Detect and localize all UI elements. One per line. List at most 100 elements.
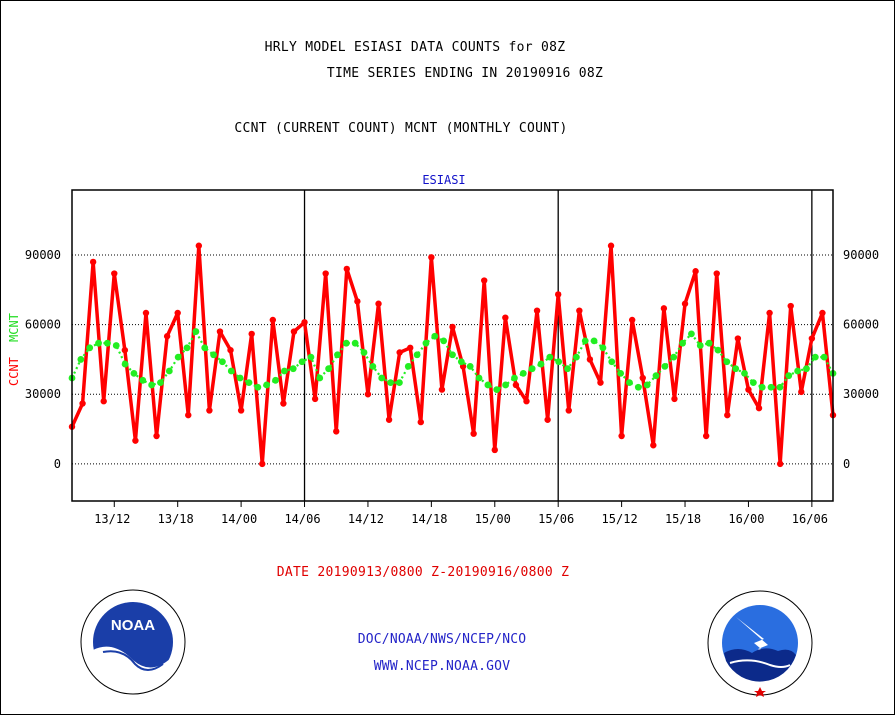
noaa-logo: NOAA (80, 589, 186, 695)
mcnt-point (466, 362, 474, 370)
mcnt-point (670, 353, 678, 361)
mcnt-point (608, 358, 616, 366)
ccnt-point (428, 254, 435, 261)
ccnt-point (237, 407, 245, 414)
mcnt-point (555, 358, 563, 366)
ccnt-point (100, 398, 107, 405)
ccnt-point (111, 270, 118, 277)
ccnt-point (142, 309, 150, 317)
mcnt-point (440, 337, 448, 345)
ccnt-point (449, 323, 456, 331)
mcnt-point (219, 358, 226, 366)
ccnt-point (174, 309, 181, 317)
ccnt-point (206, 407, 213, 414)
ccnt-point (650, 442, 657, 449)
ccnt-point (512, 381, 520, 389)
mcnt-point (378, 374, 386, 382)
mcnt-point (652, 372, 660, 380)
date-range-label: DATE 20190913/0800 Z-20190916/0800 Z (276, 565, 570, 580)
mcnt-point (289, 365, 297, 373)
mcnt-point (493, 386, 501, 393)
mcnt-point (457, 358, 465, 366)
xtick-label: 13/18 (158, 512, 194, 526)
ccnt-point (185, 411, 192, 419)
mcnt-point (157, 379, 164, 387)
mcnt-point (396, 379, 403, 387)
xtick-label: 15/18 (665, 512, 701, 526)
footer-org-line: DOC/NOAA/NWS/NCEP/NCO (357, 632, 527, 647)
xtick-label: 14/06 (284, 512, 320, 526)
ccnt-point (544, 416, 551, 423)
ccnt-point (354, 298, 361, 305)
mcnt-point (705, 339, 713, 347)
mcnt-point (342, 339, 350, 347)
chart-title-line1: HRLY MODEL ESIASI DATA COUNTS for 08Z (264, 40, 566, 55)
xtick-label: 16/06 (792, 512, 828, 526)
chart-title-line2: TIME SERIES ENDING IN 20190916 08Z (326, 66, 604, 81)
mcnt-point (537, 360, 545, 368)
mcnt-point (564, 365, 571, 373)
ccnt-point (554, 291, 562, 298)
ccnt-point (311, 395, 319, 403)
ccnt-point (776, 460, 784, 468)
mcnt-point (121, 360, 129, 368)
mcnt-point (112, 342, 120, 349)
ytick-label-left: 60000 (25, 318, 61, 332)
ccnt-point (618, 432, 625, 440)
mcnt-point (298, 358, 306, 366)
ccnt-point (491, 446, 498, 454)
nws-logo (707, 590, 813, 697)
mcnt-point (511, 374, 518, 382)
plot-frame (71, 189, 834, 502)
mcnt-point (227, 367, 235, 375)
ccnt-point (713, 270, 720, 277)
mcnt-point (413, 351, 421, 359)
ccnt-point (798, 388, 805, 396)
mcnt-point (236, 374, 244, 382)
ccnt-point (364, 391, 372, 398)
ccnt-point (153, 432, 160, 440)
mcnt-point (599, 344, 607, 352)
mcnt-point (475, 374, 483, 382)
mcnt-point (572, 353, 580, 361)
mcnt-point (148, 381, 156, 389)
ccnt-point (523, 398, 530, 405)
ccnt-point (280, 400, 287, 407)
ccnt-point (766, 309, 773, 317)
ccnt-point (819, 309, 826, 317)
mcnt-point (758, 383, 766, 391)
ccnt-point (724, 411, 731, 419)
ccnt-point (121, 346, 129, 354)
mcnt-point (590, 337, 598, 345)
mcnt-point (316, 374, 324, 382)
mcnt-point (714, 346, 722, 354)
mcnt-point (325, 365, 333, 373)
xtick-label: 15/00 (475, 512, 511, 526)
mcnt-point (210, 351, 217, 359)
mcnt-point (431, 332, 439, 340)
mcnt-point (254, 383, 262, 391)
xtick-label: 13/12 (94, 512, 130, 526)
mcnt-point (334, 351, 341, 359)
mcnt-point (581, 337, 589, 345)
mcnt-point (280, 367, 288, 375)
mcnt-point (449, 351, 456, 359)
mcnt-point (696, 342, 704, 349)
ccnt-point (808, 335, 816, 342)
ccnt-point (259, 460, 266, 468)
ccnt-point (216, 328, 224, 335)
xtick-label: 14/12 (348, 512, 384, 526)
noaa-logo-text: NOAA (111, 617, 155, 634)
ytick-label-left: 0 (54, 457, 61, 471)
mcnt-point (643, 381, 651, 389)
ccnt-point (269, 316, 277, 324)
mcnt-point (661, 362, 669, 370)
mcnt-point (174, 353, 182, 361)
ccnt-point (702, 432, 710, 440)
ccnt-point (195, 242, 203, 249)
ccnt-point (607, 242, 615, 249)
mcnt-point (245, 379, 253, 387)
mcnt-point (130, 369, 138, 377)
mcnt-point (776, 383, 784, 391)
axis-layer: 0 0 30000 30000 60000 60000 90000 90000 13/12 13/… (25, 248, 879, 526)
